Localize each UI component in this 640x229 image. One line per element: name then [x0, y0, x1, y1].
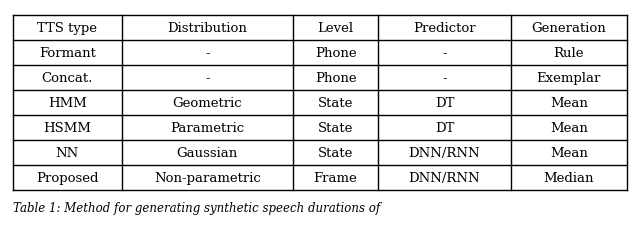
Text: Level: Level: [317, 22, 354, 35]
Text: -: -: [442, 72, 447, 85]
Text: Rule: Rule: [554, 47, 584, 60]
Text: -: -: [442, 47, 447, 60]
Text: State: State: [318, 121, 353, 134]
Text: Mean: Mean: [550, 97, 588, 109]
Text: Frame: Frame: [314, 171, 357, 184]
Text: Concat.: Concat.: [42, 72, 93, 85]
Text: Mean: Mean: [550, 121, 588, 134]
Text: DT: DT: [435, 121, 454, 134]
Text: State: State: [318, 97, 353, 109]
Text: -: -: [205, 47, 209, 60]
Text: Median: Median: [543, 171, 594, 184]
Text: Non-parametric: Non-parametric: [154, 171, 260, 184]
Text: HMM: HMM: [48, 97, 86, 109]
Text: Distribution: Distribution: [167, 22, 247, 35]
Text: Phone: Phone: [315, 47, 356, 60]
Text: -: -: [205, 72, 209, 85]
Text: DNN/RNN: DNN/RNN: [408, 171, 480, 184]
Text: Predictor: Predictor: [413, 22, 476, 35]
Text: Phone: Phone: [315, 72, 356, 85]
Text: TTS type: TTS type: [37, 22, 97, 35]
Text: Geometric: Geometric: [172, 97, 242, 109]
Text: Generation: Generation: [531, 22, 606, 35]
Text: Gaussian: Gaussian: [177, 146, 238, 159]
Text: HSMM: HSMM: [44, 121, 92, 134]
Text: NN: NN: [56, 146, 79, 159]
Text: State: State: [318, 146, 353, 159]
Text: Proposed: Proposed: [36, 171, 99, 184]
Text: Mean: Mean: [550, 146, 588, 159]
Text: Table 1: Method for generating synthetic speech durations of: Table 1: Method for generating synthetic…: [13, 202, 380, 215]
Text: DNN/RNN: DNN/RNN: [408, 146, 480, 159]
Text: Exemplar: Exemplar: [537, 72, 601, 85]
Text: Parametric: Parametric: [170, 121, 244, 134]
Text: DT: DT: [435, 97, 454, 109]
Text: Formant: Formant: [39, 47, 95, 60]
